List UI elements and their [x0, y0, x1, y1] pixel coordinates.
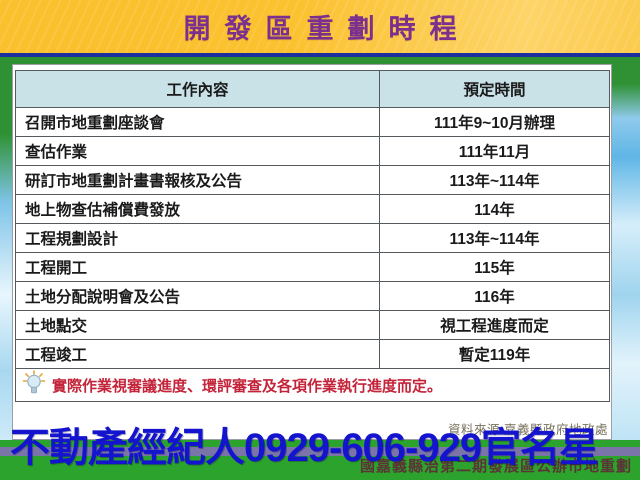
time-cell: 視工程進度而定 — [379, 310, 610, 340]
content-panel: 工作內容 預定時間 召開市地重劃座談會 111年9~10月辦理 查估作業 111年11… — [12, 64, 612, 440]
table-row: 工程竣工 暫定119年 — [15, 339, 610, 369]
table-row: 土地點交 視工程進度而定 — [15, 310, 610, 340]
time-cell: 116年 — [379, 281, 610, 311]
task-cell: 工程竣工 — [15, 339, 380, 369]
column-header-time: 預定時間 — [379, 70, 610, 108]
task-cell: 查估作業 — [15, 136, 380, 166]
time-cell: 113年~114年 — [379, 223, 610, 253]
table-row: 工程規劃設計 113年~114年 — [15, 223, 610, 253]
table-row: 土地分配說明會及公告 116年 — [15, 281, 610, 311]
watermark-text: 不動產經紀人0929-606-929官名星 — [10, 426, 599, 470]
time-cell: 111年9~10月辦理 — [379, 107, 610, 137]
title-banner: 開發區重劃時程 — [0, 0, 640, 53]
footer-band: 國嘉義縣治第二期發展區公辦市地重劃 — [0, 440, 640, 480]
table-row: 地上物查估補償費發放 114年 — [15, 194, 610, 224]
time-cell: 115年 — [379, 252, 610, 282]
column-header-task: 工作內容 — [15, 70, 380, 108]
table-header-row: 工作內容 預定時間 — [15, 70, 610, 108]
time-cell: 113年~114年 — [379, 165, 610, 195]
task-cell: 研訂市地重劃計畫書報核及公告 — [15, 165, 380, 195]
table-row: 研訂市地重劃計畫書報核及公告 113年~114年 — [15, 165, 610, 195]
sky-background-right — [612, 57, 640, 440]
note-cell: 實際作業視審議進度、環評審查及各項作業執行進度而定。 — [15, 368, 610, 402]
task-cell: 土地點交 — [15, 310, 380, 340]
task-cell: 召開市地重劃座談會 — [15, 107, 380, 137]
schedule-table-body: 召開市地重劃座談會 111年9~10月辦理 查估作業 111年11月 研訂市地重劃計畫書… — [15, 107, 610, 369]
schedule-table: 工作內容 預定時間 召開市地重劃座談會 111年9~10月辦理 查估作業 111年11… — [15, 70, 610, 402]
footer-caption: 國嘉義縣治第二期發展區公辦市地重劃 — [359, 458, 632, 475]
page-title: 開發區重劃時程 — [183, 14, 471, 44]
table-row: 工程開工 115年 — [15, 252, 610, 282]
time-cell: 暫定119年 — [379, 339, 610, 369]
table-row: 召開市地重劃座談會 111年9~10月辦理 — [15, 107, 610, 137]
task-cell: 工程規劃設計 — [15, 223, 380, 253]
banner-divider — [0, 53, 640, 57]
task-cell: 工程開工 — [15, 252, 380, 282]
table-row: 查估作業 111年11月 — [15, 136, 610, 166]
task-cell: 地上物查估補償費發放 — [15, 194, 380, 224]
note-text: 實際作業視審議進度、環評審查及各項作業執行進度而定。 — [52, 377, 443, 395]
source-note: 資料來源:嘉義縣政府地政處 — [448, 423, 608, 437]
note-row: 實際作業視審議進度、環評審查及各項作業執行進度而定。 — [15, 368, 610, 402]
time-cell: 111年11月 — [379, 136, 610, 166]
sky-background-left — [0, 57, 12, 440]
time-cell: 114年 — [379, 194, 610, 224]
task-cell: 土地分配說明會及公告 — [15, 281, 380, 311]
lightbulb-icon — [22, 369, 46, 401]
footer-stripe — [0, 447, 640, 456]
